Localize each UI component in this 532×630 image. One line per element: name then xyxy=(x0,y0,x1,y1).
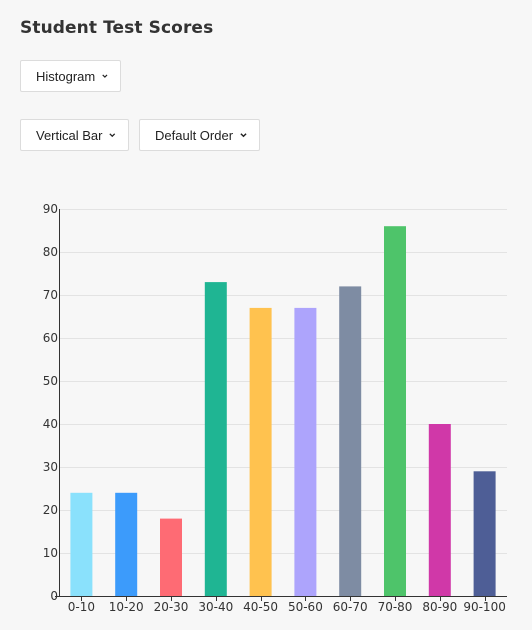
x-tick-label: 90-100 xyxy=(463,600,506,614)
x-tick-label: 40-50 xyxy=(243,600,278,614)
x-axis-tick-labels: 0-10 10-20 20-30 30-40 40-50 50-60 60-70 70-80 8… xyxy=(68,596,506,614)
sort-order-select[interactable]: Default Order xyxy=(139,119,260,151)
bar-20-30[interactable] xyxy=(160,518,182,596)
bar-0-10[interactable] xyxy=(70,492,93,596)
y-tick-label: 10 xyxy=(43,546,58,560)
bar-10-20[interactable] xyxy=(115,492,138,596)
bar-60-70[interactable] xyxy=(339,286,362,596)
x-tick-label: 0-10 xyxy=(68,600,95,614)
y-tick-label: 70 xyxy=(43,288,58,302)
x-tick-label: 80-90 xyxy=(422,600,457,614)
y-tick-label: 50 xyxy=(43,374,58,388)
chevron-down-icon xyxy=(102,74,108,78)
axes xyxy=(55,209,507,597)
x-tick-label: 60-70 xyxy=(333,600,368,614)
y-tick-label: 0 xyxy=(50,589,58,603)
y-tick-label: 60 xyxy=(43,331,58,345)
y-tick-label: 90 xyxy=(43,202,58,216)
chart-type-select[interactable]: Histogram xyxy=(20,60,121,92)
x-tick-label: 10-20 xyxy=(109,600,144,614)
sort-order-select-value: Default Order xyxy=(155,127,234,143)
bar-50-60[interactable] xyxy=(294,307,317,596)
x-tick-label: 30-40 xyxy=(198,600,233,614)
page-title: Student Test Scores xyxy=(20,18,214,38)
chart-type-select-value: Histogram xyxy=(36,68,96,84)
orientation-select-value: Vertical Bar xyxy=(36,127,103,143)
y-axis-tick-labels: 0 10 20 30 40 50 60 70 80 90 xyxy=(43,202,58,603)
bar-40-50[interactable] xyxy=(249,307,272,596)
chevron-down-icon xyxy=(109,133,116,138)
x-tick-label: 20-30 xyxy=(154,600,189,614)
bars xyxy=(70,226,496,596)
x-tick-label: 50-60 xyxy=(288,600,323,614)
bar-80-90[interactable] xyxy=(428,424,451,596)
y-tick-label: 30 xyxy=(43,460,58,474)
orientation-select[interactable]: Vertical Bar xyxy=(20,119,129,151)
x-tick-label: 70-80 xyxy=(378,600,413,614)
y-tick-label: 80 xyxy=(43,245,58,259)
y-tick-label: 40 xyxy=(43,417,58,431)
bar-90-100[interactable] xyxy=(473,471,496,596)
bar-30-40[interactable] xyxy=(204,282,227,596)
bar-70-80[interactable] xyxy=(384,226,406,596)
y-tick-label: 20 xyxy=(43,503,58,517)
chevron-down-icon xyxy=(240,133,247,138)
